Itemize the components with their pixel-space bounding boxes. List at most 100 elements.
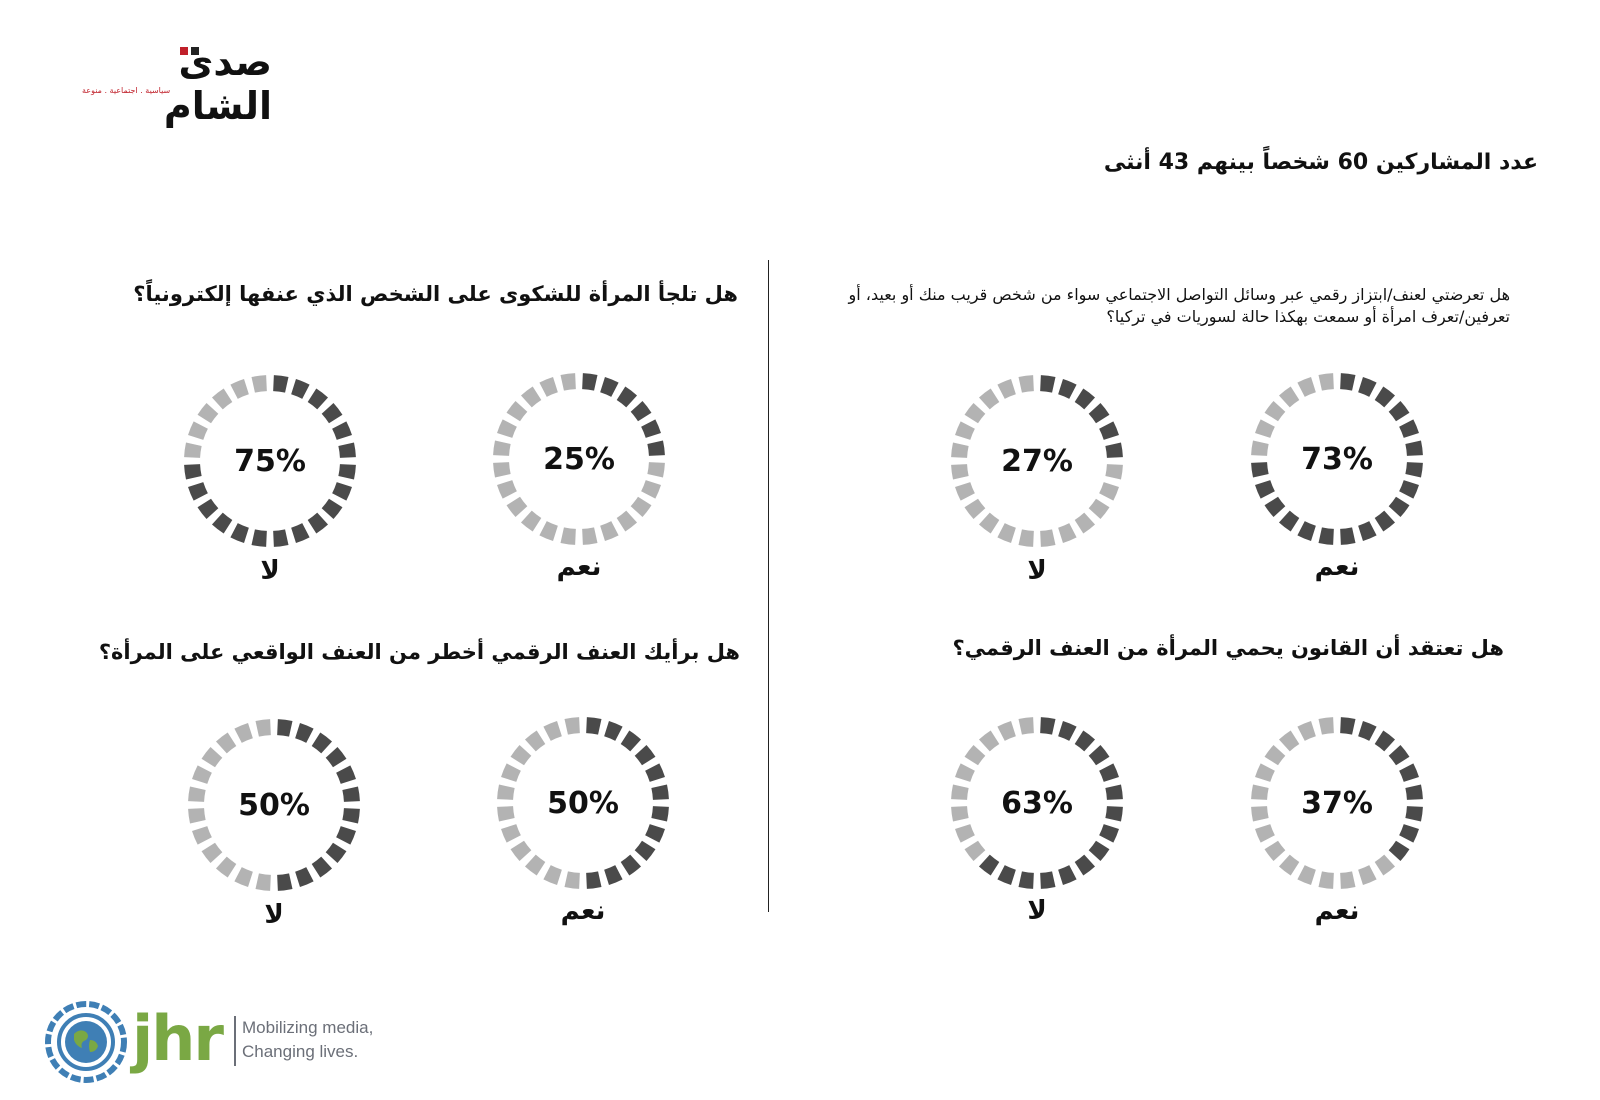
publisher-logo: صدى الشام سياسية . اجتماعية . منوعة bbox=[62, 40, 282, 128]
donut-segment-empty bbox=[1255, 419, 1275, 438]
donut-segment-empty bbox=[564, 717, 580, 735]
donut-segment-empty bbox=[600, 521, 619, 541]
donut-segment-empty bbox=[230, 379, 249, 399]
donut-segment-empty bbox=[1278, 386, 1300, 408]
donut-ring bbox=[493, 373, 665, 545]
donut-segment-filled bbox=[1278, 510, 1300, 532]
donut-segment-filled bbox=[291, 523, 310, 543]
answer-no-label: لا bbox=[264, 900, 284, 930]
jhr-tagline-line-1: Mobilizing media, bbox=[242, 1018, 374, 1037]
donut-segment-empty bbox=[955, 824, 975, 843]
donut-q2-yes: 25% bbox=[492, 372, 666, 546]
question-2: هل تلجأ المرأة للشكوى على الشخص الذي عنف… bbox=[133, 282, 738, 306]
donut-segment-filled bbox=[1074, 854, 1096, 876]
donut-segment-filled bbox=[277, 873, 293, 891]
donut-segment-filled bbox=[1340, 527, 1356, 545]
center-divider bbox=[768, 260, 769, 912]
donut-segment-empty bbox=[560, 527, 576, 545]
donut-segment-filled bbox=[321, 498, 343, 520]
donut-q4-no: 50% bbox=[187, 718, 361, 892]
donut-segment-empty bbox=[1297, 721, 1316, 741]
donut-segment-filled bbox=[604, 721, 623, 741]
donut-ring bbox=[1251, 373, 1423, 545]
donut-segment-empty bbox=[1318, 717, 1334, 735]
donut-segment-filled bbox=[332, 482, 352, 501]
donut-segment-empty bbox=[211, 388, 233, 410]
donut-segment-filled bbox=[645, 824, 665, 843]
donut-q3-yes: 37% bbox=[1250, 716, 1424, 890]
donut-q2-no: 75% bbox=[183, 374, 357, 548]
donut-segment-filled bbox=[1088, 402, 1110, 424]
donut-segment-filled bbox=[1040, 375, 1056, 393]
donut-segment-filled bbox=[630, 400, 652, 422]
donut-segment-empty bbox=[497, 784, 515, 800]
donut-segment-filled bbox=[997, 865, 1016, 885]
jhr-separator bbox=[234, 1016, 236, 1066]
donut-segment-empty bbox=[539, 377, 558, 397]
donut-segment-empty bbox=[192, 765, 212, 784]
donut-segment-filled bbox=[1388, 744, 1410, 766]
donut-segment-empty bbox=[506, 496, 528, 518]
donut-ring bbox=[1251, 717, 1423, 889]
donut-segment-empty bbox=[520, 510, 542, 532]
donut-segment-empty bbox=[201, 842, 223, 864]
donut-segment-empty bbox=[1058, 523, 1077, 543]
donut-segment-empty bbox=[964, 402, 986, 424]
donut-segment-empty bbox=[188, 421, 208, 440]
donut-segment-filled bbox=[1088, 744, 1110, 766]
donut-segment-empty bbox=[997, 379, 1016, 399]
donut-segment-filled bbox=[295, 723, 314, 743]
donut-segment-filled bbox=[1399, 480, 1419, 499]
donut-segment-empty bbox=[188, 786, 206, 802]
donut-segment-filled bbox=[1358, 721, 1377, 741]
donut-segment-empty bbox=[234, 867, 253, 887]
donut-segment-filled bbox=[1018, 871, 1034, 889]
donut-segment-filled bbox=[645, 763, 665, 782]
donut-segment-empty bbox=[564, 871, 580, 889]
donut-segment-empty bbox=[1018, 375, 1034, 393]
jhr-tagline: Mobilizing media, Changing lives. bbox=[242, 1016, 373, 1064]
donut-segment-filled bbox=[338, 442, 356, 458]
donut-segment-empty bbox=[964, 840, 986, 862]
donut-segment-empty bbox=[997, 523, 1016, 543]
donut-segment-filled bbox=[188, 482, 208, 501]
donut-segment-empty bbox=[616, 510, 638, 532]
donut-segment-empty bbox=[1018, 717, 1034, 735]
donut-segment-empty bbox=[978, 730, 1000, 752]
donut-segment-empty bbox=[197, 402, 219, 424]
donut-segment-filled bbox=[338, 464, 356, 480]
donut-segment-filled bbox=[634, 840, 656, 862]
donut-q4-yes: 50% bbox=[496, 716, 670, 890]
donut-segment-filled bbox=[1405, 784, 1423, 800]
donut-segment-empty bbox=[1251, 806, 1269, 822]
donut-ring bbox=[188, 719, 360, 891]
donut-segment-empty bbox=[501, 763, 521, 782]
donut-segment-empty bbox=[1255, 824, 1275, 843]
donut-segment-filled bbox=[1340, 717, 1356, 735]
donut-segment-empty bbox=[1251, 440, 1269, 456]
donut-segment-empty bbox=[234, 723, 253, 743]
answer-yes-label: نعم bbox=[1314, 896, 1360, 926]
donut-segment-filled bbox=[1374, 730, 1396, 752]
donut-segment-empty bbox=[1105, 464, 1123, 480]
donut-ring bbox=[184, 375, 356, 547]
donut-segment-filled bbox=[230, 523, 249, 543]
donut-segment-filled bbox=[291, 379, 310, 399]
donut-segment-filled bbox=[641, 419, 661, 438]
donut-segment-filled bbox=[1058, 865, 1077, 885]
donut-segment-filled bbox=[647, 440, 665, 456]
donut-segment-empty bbox=[501, 824, 521, 843]
donut-segment-filled bbox=[1358, 377, 1377, 397]
question-4: هل برأيك العنف الرقمي أخطر من العنف الوا… bbox=[98, 640, 740, 664]
donut-segment-filled bbox=[634, 744, 656, 766]
donut-segment-empty bbox=[1278, 730, 1300, 752]
donut-segment-empty bbox=[641, 480, 661, 499]
donut-segment-filled bbox=[1251, 462, 1269, 478]
donut-segment-filled bbox=[616, 386, 638, 408]
donut-segment-filled bbox=[325, 842, 347, 864]
donut-segment-filled bbox=[1388, 400, 1410, 422]
donut-segment-filled bbox=[311, 732, 333, 754]
donut-segment-empty bbox=[997, 721, 1016, 741]
donut-segment-empty bbox=[1278, 854, 1300, 876]
donut-q3-no: 63% bbox=[950, 716, 1124, 890]
